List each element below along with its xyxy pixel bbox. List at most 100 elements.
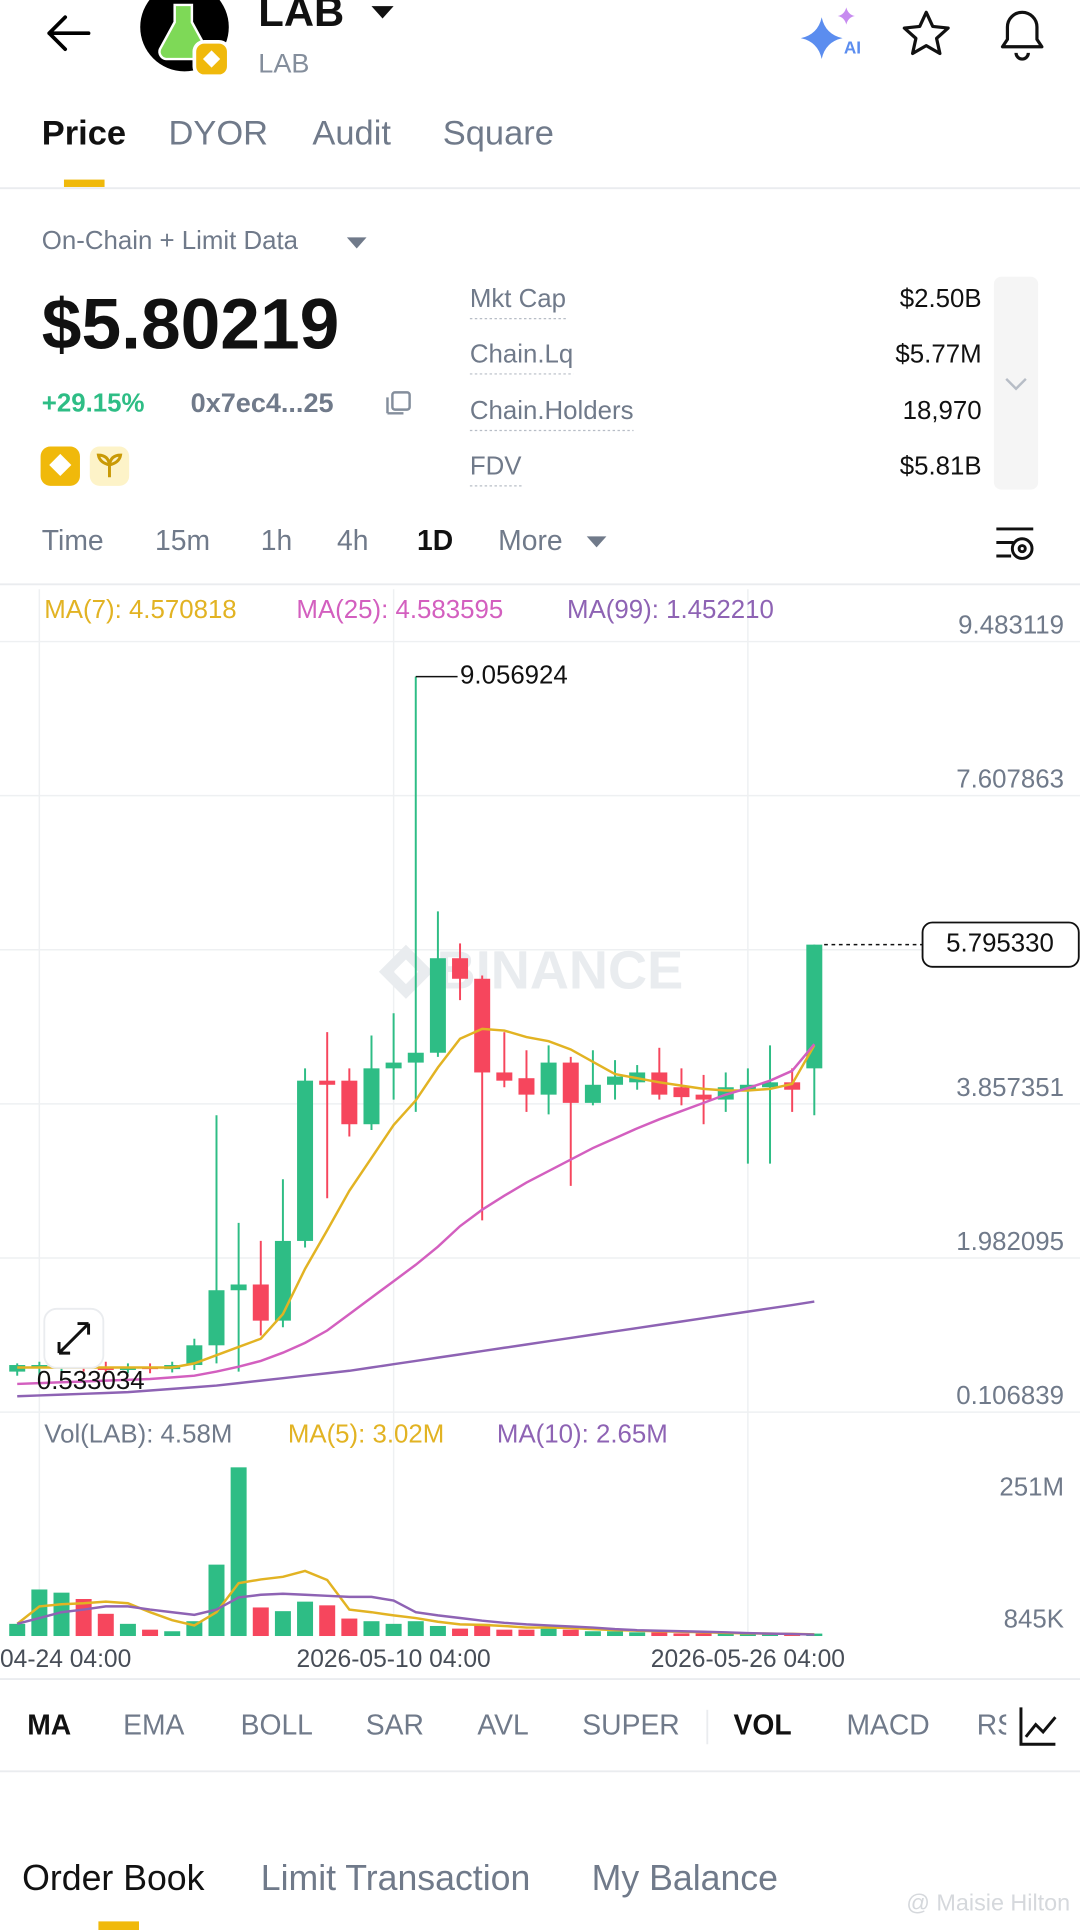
candle-body xyxy=(208,1290,225,1346)
chart-type-button[interactable] xyxy=(1006,1697,1080,1757)
tab[interactable]: DYOR xyxy=(169,114,268,152)
timeframe[interactable]: 4h xyxy=(337,524,368,556)
y-tick-label: 7.607863 xyxy=(956,766,1064,794)
candle-body xyxy=(607,1076,624,1085)
legend-entry: MA(25): 4.583595 xyxy=(296,596,503,624)
y-tick-label: 3.857351 xyxy=(956,1074,1064,1102)
price-tag xyxy=(921,921,1080,968)
stat-value: $5.77M xyxy=(895,340,981,368)
volume-bar xyxy=(452,1628,469,1637)
candle-body xyxy=(584,1084,601,1103)
indicator-tab[interactable]: SUPER xyxy=(582,1709,679,1741)
source-selector[interactable]: On-Chain + Limit Data xyxy=(42,227,299,255)
sprout-badge xyxy=(89,446,130,486)
volume-bar xyxy=(31,1589,48,1637)
ma-line xyxy=(17,1300,815,1398)
x-tick-label: 2026-05-26 04:00 xyxy=(651,1646,845,1673)
candle-body xyxy=(297,1080,314,1241)
volume-bar xyxy=(429,1625,446,1637)
candle-body xyxy=(518,1078,535,1095)
indicator-tab[interactable]: BOLL xyxy=(241,1709,313,1741)
y-tick-label: 1.982095 xyxy=(956,1228,1064,1256)
legend-entry: MA(5): 3.02M xyxy=(288,1420,444,1448)
volume-bar xyxy=(806,1633,823,1637)
stat-label: Mkt Cap xyxy=(470,285,566,313)
candle-body xyxy=(363,1068,380,1125)
low-label: 0.533034 xyxy=(37,1367,145,1395)
candle-body xyxy=(762,1082,779,1088)
volume-bar xyxy=(651,1632,668,1637)
tab[interactable]: Square xyxy=(443,114,554,152)
candle-body xyxy=(385,1062,402,1069)
volume-bar xyxy=(297,1601,314,1637)
favorite-button[interactable] xyxy=(902,10,950,56)
candle-body xyxy=(230,1284,247,1291)
timeframe[interactable]: 1h xyxy=(261,524,292,556)
title-caret[interactable] xyxy=(371,6,394,19)
volume-ma-line xyxy=(16,1592,815,1636)
volume-bar xyxy=(518,1629,535,1637)
timeframe[interactable]: 1D xyxy=(417,524,453,556)
volume-bar xyxy=(496,1629,513,1637)
ai-button[interactable]: AI xyxy=(800,7,861,60)
indicator-tab[interactable]: AVL xyxy=(477,1709,528,1741)
timeframe[interactable]: Time xyxy=(42,524,104,556)
bottom-tab[interactable]: Order Book xyxy=(22,1858,204,1898)
copy-button[interactable] xyxy=(386,391,411,415)
x-tick-label: 2026-05-10 04:00 xyxy=(297,1646,491,1673)
watermark: @ Maisie Hilton xyxy=(906,1889,1070,1915)
stat-label: FDV xyxy=(470,452,522,480)
volume-bar xyxy=(407,1621,424,1637)
volume-bar xyxy=(385,1623,402,1637)
volume-bar xyxy=(319,1605,336,1637)
volume-bar xyxy=(739,1633,756,1637)
token-logo xyxy=(140,0,231,79)
volume-bar xyxy=(363,1621,380,1637)
stat-label: Chain.Lq xyxy=(470,340,573,368)
chart-settings-button[interactable] xyxy=(996,527,1034,560)
timeframe[interactable]: 15m xyxy=(155,524,210,556)
tab[interactable]: Audit xyxy=(312,114,391,152)
expand-button[interactable] xyxy=(43,1307,105,1369)
indicator-tab[interactable]: MACD xyxy=(846,1709,929,1741)
contract-address: 0x7ec4...25 xyxy=(191,388,334,418)
volume-bar xyxy=(97,1613,114,1637)
candle-body xyxy=(562,1062,579,1103)
back-button[interactable] xyxy=(47,15,91,52)
candle-body xyxy=(319,1080,336,1085)
notification-button[interactable] xyxy=(1000,10,1044,61)
candle-body xyxy=(474,978,491,1073)
ma-line xyxy=(17,1043,816,1386)
price-tag-label: 5.795330 xyxy=(946,929,1054,957)
volume-bar xyxy=(562,1629,579,1637)
chain-badge xyxy=(40,446,80,486)
price: $5.80219 xyxy=(42,285,340,365)
candle-body xyxy=(407,1052,424,1063)
indicator-tab[interactable]: SAR xyxy=(366,1709,424,1741)
source-caret xyxy=(346,237,367,249)
volume-bar xyxy=(474,1623,491,1637)
bottom-tab[interactable]: Limit Transaction xyxy=(261,1858,531,1898)
tab-indicator xyxy=(63,179,105,187)
stats-expander[interactable] xyxy=(993,276,1039,490)
indicator-tab[interactable]: VOL xyxy=(734,1709,792,1741)
volume-bar xyxy=(673,1633,690,1637)
indicator-tab[interactable]: EMA xyxy=(123,1709,184,1741)
candle-body xyxy=(341,1080,358,1125)
high-label: 9.056924 xyxy=(460,661,568,689)
ma-line xyxy=(17,1027,816,1369)
candle-body xyxy=(695,1094,712,1100)
volume-bar xyxy=(341,1618,358,1637)
timeframe[interactable]: More xyxy=(498,524,562,556)
indicator-tab[interactable]: MA xyxy=(27,1709,71,1741)
bottom-tab[interactable]: My Balance xyxy=(592,1858,778,1898)
volume-bar xyxy=(629,1632,646,1637)
legend-entry: MA(7): 4.570818 xyxy=(44,596,236,624)
candle-body xyxy=(429,958,446,1053)
tab[interactable]: Price xyxy=(42,114,126,152)
volume-bar xyxy=(119,1623,136,1637)
volume-bar xyxy=(540,1628,557,1637)
